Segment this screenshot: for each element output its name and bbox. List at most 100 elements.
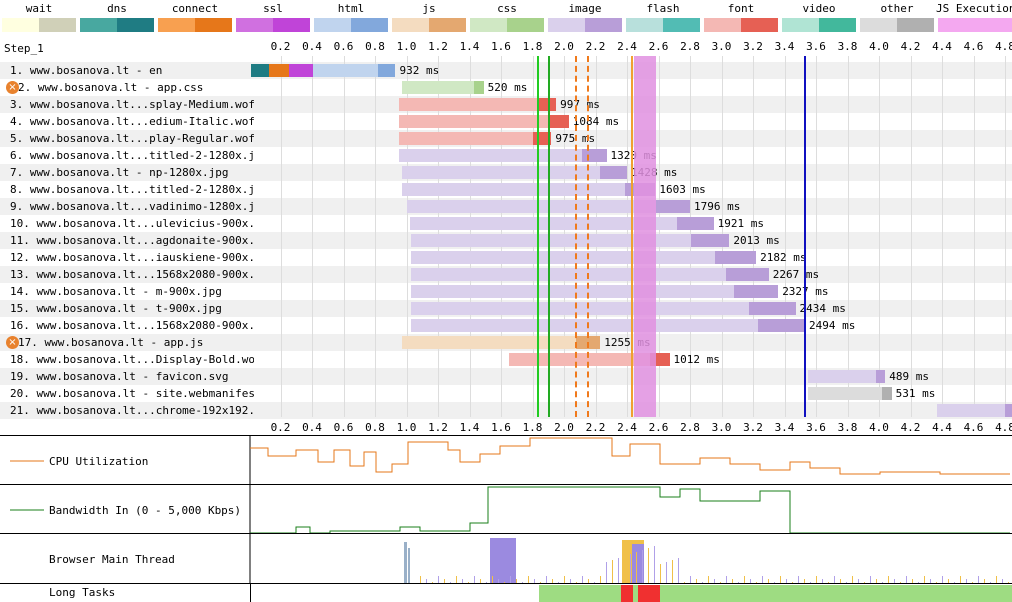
axis-tick-label: 4.4 <box>932 40 952 53</box>
row-background <box>0 385 1012 402</box>
axis-tick-label: 4.2 <box>900 421 921 434</box>
legend-item-connect: connect <box>156 0 234 34</box>
milestone-line <box>548 56 550 417</box>
request-label[interactable]: 9. www.bosanova.lt...vadinimo-1280x.jpg <box>10 200 254 213</box>
request-label[interactable]: 11. www.bosanova.lt...agdonaite-900x.jpg <box>10 234 254 247</box>
legend-swatch <box>704 18 778 32</box>
request-duration: 1012 ms <box>673 353 720 366</box>
request-bar[interactable] <box>409 217 714 230</box>
legend-item-font: font <box>702 0 780 34</box>
legend-label: font <box>727 2 755 15</box>
legend-label: js <box>422 2 436 15</box>
request-label[interactable]: 17. www.bosanova.lt - app.js <box>18 336 204 349</box>
request-label[interactable]: 14. www.bosanova.lt - m-900x.jpg <box>10 285 222 298</box>
axis-tick-label: 0.8 <box>365 421 385 434</box>
request-label[interactable]: 5. www.bosanova.lt...play-Regular.woff2 <box>10 132 254 145</box>
js-execution-band <box>634 56 656 417</box>
request-duration: 489 ms <box>889 370 930 383</box>
request-bar[interactable] <box>808 370 886 383</box>
request-duration: 1084 ms <box>572 115 620 128</box>
gridline <box>280 56 282 417</box>
request-label[interactable]: 3. www.bosanova.lt...splay-Medium.woff2 <box>10 98 254 111</box>
request-bar[interactable] <box>411 268 769 281</box>
legend-item-dns: dns <box>78 0 156 34</box>
request-bar[interactable] <box>808 387 892 400</box>
download-segment <box>757 319 805 332</box>
gridline <box>753 56 754 417</box>
request-bar[interactable] <box>398 132 552 145</box>
axis-tick-label: 0.2 <box>270 40 291 53</box>
request-label[interactable]: 10. www.bosanova.lt...ulevicius-900x.jpg <box>10 217 254 230</box>
request-bar[interactable] <box>401 81 484 94</box>
request-label[interactable]: 12. www.bosanova.lt...iauskiene-900x.jpg <box>10 251 254 264</box>
request-bar[interactable] <box>398 115 569 128</box>
request-label[interactable]: 7. www.bosanova.lt - np-1280x.jpg <box>10 166 229 179</box>
axis-tick-label: 3.2 <box>743 421 763 434</box>
legend-label: html <box>337 2 365 15</box>
gridline <box>406 56 408 417</box>
axis-tick-label: 1.6 <box>491 40 511 53</box>
axis-tick-label: 2.0 <box>554 40 574 53</box>
request-label[interactable]: 18. www.bosanova.lt...Display-Bold.woff2 <box>10 353 254 366</box>
axis-tick-label: 3.4 <box>774 40 795 53</box>
request-label[interactable]: 13. www.bosanova.lt...1568x2080-900x.jpg <box>10 268 254 281</box>
warning-icon: × <box>6 336 19 349</box>
request-label[interactable]: 21. www.bosanova.lt...chrome-192x192.png <box>10 404 254 417</box>
request-label[interactable]: 15. www.bosanova.lt - t-900x.jpg <box>10 302 222 315</box>
axis-tick-label: 1.8 <box>522 421 543 434</box>
request-label[interactable]: 19. www.bosanova.lt - favicon.svg <box>10 370 229 383</box>
axis-tick-label: 0.2 <box>270 421 291 434</box>
download-segment <box>749 302 796 315</box>
request-bar[interactable] <box>401 166 627 179</box>
request-label[interactable]: 2. www.bosanova.lt - app.css <box>18 81 204 94</box>
download-segment <box>581 149 607 162</box>
request-bar[interactable] <box>251 64 396 77</box>
legend-swatch <box>860 18 934 32</box>
legend-label: image <box>568 2 602 15</box>
gridline <box>343 56 345 417</box>
legend-swatch <box>548 18 622 32</box>
request-label[interactable]: 1. www.bosanova.lt - en <box>10 64 163 77</box>
waterfall-chart: Step_1 0.2 0.2 0.4 0.4 0.6 0.6 0.8 0.8 1.0 1.0 1.2… <box>0 36 1012 434</box>
axis-tick-label: 2.6 <box>648 421 669 434</box>
milestone-line <box>537 56 539 417</box>
gridline <box>942 56 943 417</box>
axis-tick-label: 2.2 <box>585 40 606 53</box>
request-bar[interactable] <box>401 336 601 349</box>
download-segment <box>691 234 730 247</box>
axis-tick-label: 0.6 <box>333 421 354 434</box>
axis-tick-label: 2.6 <box>648 40 669 53</box>
request-label[interactable]: 4. www.bosanova.lt...edium-Italic.woff2 <box>10 115 254 128</box>
gridline <box>312 56 313 417</box>
legend-swatch <box>2 18 76 32</box>
request-bar[interactable] <box>937 404 1012 417</box>
request-bar[interactable] <box>411 285 779 298</box>
download-segment <box>599 166 627 179</box>
request-label[interactable]: 16. www.bosanova.lt...1568x2080-900x.jpg <box>10 319 254 332</box>
legend-item-flash: flash <box>624 0 702 34</box>
request-label[interactable]: 6. www.bosanova.lt...titled-2-1280x.jpg <box>10 149 254 162</box>
request-bar[interactable] <box>411 251 757 264</box>
axis-tick-label: 4.0 <box>869 40 889 53</box>
axis-tick-label: 3.6 <box>806 40 826 53</box>
legend-item-js: js <box>390 0 468 34</box>
axis-tick-label: 1.2 <box>428 40 448 53</box>
gridline <box>879 56 880 417</box>
bandwidth-panel: Bandwidth In (0 - 5,000 Kbps) <box>0 484 1012 534</box>
request-bar[interactable] <box>411 234 730 247</box>
request-bar[interactable] <box>411 319 805 332</box>
legend-swatch <box>626 18 700 32</box>
axis-tick-label: 2.4 <box>617 421 637 434</box>
request-label[interactable]: 8. www.bosanova.lt...titled-2-1280x.jpg <box>10 183 254 196</box>
row-background <box>0 402 1012 419</box>
axis-tick-label: 1.0 <box>396 40 417 53</box>
axis-tick-label: 4.4 <box>932 421 952 434</box>
main-thread-panel-label: Browser Main Thread <box>49 553 175 566</box>
request-label[interactable]: 20. www.bosanova.lt - site.webmanifest <box>10 387 254 400</box>
cpu-panel-label: CPU Utilization <box>49 455 149 468</box>
request-bar[interactable] <box>401 183 656 196</box>
request-bar[interactable] <box>411 302 796 315</box>
axis-tick-label: 1.4 <box>459 40 480 53</box>
waterfall-legend: wait dns connect ssl html js css image flash font… <box>0 0 1012 36</box>
request-bar[interactable] <box>398 98 557 111</box>
